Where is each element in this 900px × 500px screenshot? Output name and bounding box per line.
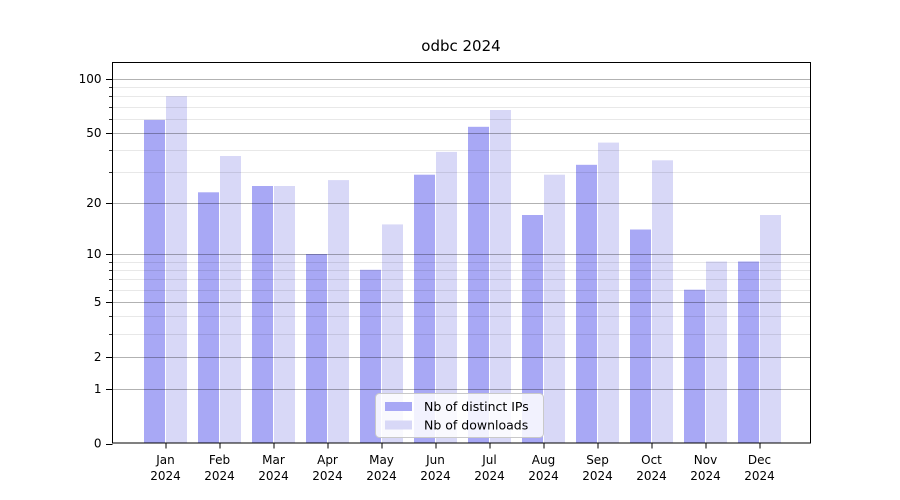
y-tick-label-20: 20 <box>86 196 101 210</box>
x-tick-label-jul: Jul <box>481 453 496 467</box>
bar-jun-series1 <box>436 151 457 443</box>
x-tick-label-year-jun: 2024 <box>420 469 451 483</box>
x-tick-label-year-oct: 2024 <box>636 469 667 483</box>
bar-may-series1 <box>382 224 403 443</box>
bar-oct-series1 <box>652 160 673 444</box>
bar-jul-series0 <box>468 126 489 444</box>
y-tick-label-1: 1 <box>94 382 102 396</box>
x-tick-label-year-aug: 2024 <box>528 469 559 483</box>
bar-aug-series0 <box>522 215 543 443</box>
plot-border <box>112 62 811 444</box>
y-tick-label-10: 10 <box>86 247 101 261</box>
x-tick-label-year-apr: 2024 <box>312 469 343 483</box>
bar-dec-series0 <box>738 261 759 443</box>
legend-label-distinct-ips: Nb of distinct IPs <box>424 399 529 414</box>
legend-swatch-distinct-ips <box>385 402 412 411</box>
x-tick-label-jan: Jan <box>155 453 175 467</box>
bar-nov-series0 <box>684 289 705 443</box>
y-tick-label-0: 0 <box>94 437 102 451</box>
bar-jul-series1 <box>490 110 511 443</box>
gridlines-layer <box>112 79 811 390</box>
x-tick-label-sep: Sep <box>586 453 609 467</box>
bar-aug-series1 <box>544 174 565 443</box>
x-tick-label-year-mar: 2024 <box>258 469 289 483</box>
bars-layer <box>144 96 781 444</box>
bar-apr-series0 <box>306 254 327 443</box>
legend-swatch-downloads <box>385 420 412 430</box>
axis-labels-layer: 0 1 2 5 10 20 50 100 Jan 2024 Feb 2024 Mar 2024 Apr 202… <box>79 72 775 483</box>
x-tick-label-year-jul: 2024 <box>474 469 505 483</box>
x-tick-label-nov: Nov <box>694 453 717 467</box>
x-tick-label-aug: Aug <box>532 453 555 467</box>
bar-sep-series0 <box>576 164 597 444</box>
bar-jan-series0 <box>144 119 165 444</box>
x-tick-label-year-feb: 2024 <box>204 469 235 483</box>
bar-apr-series1 <box>328 180 349 443</box>
bar-mar-series1 <box>274 186 295 443</box>
x-tick-label-mar: Mar <box>262 453 285 467</box>
bar-feb-series0 <box>198 192 219 443</box>
x-tick-label-year-jan: 2024 <box>150 469 181 483</box>
bar-mar-series0 <box>252 186 273 443</box>
x-tick-label-oct: Oct <box>641 453 662 467</box>
x-tick-label-dec: Dec <box>748 453 771 467</box>
legend-label-downloads: Nb of downloads <box>424 418 528 433</box>
legend: Nb of distinct IPs Nb of downloads <box>375 393 544 438</box>
x-tick-label-may: May <box>369 453 394 467</box>
x-tick-label-apr: Apr <box>317 453 338 467</box>
bar-dec-series1 <box>760 215 781 443</box>
x-tick-label-feb: Feb <box>209 453 230 467</box>
x-tick-label-jun: Jun <box>425 453 445 467</box>
y-tick-label-50: 50 <box>86 126 101 140</box>
x-tick-label-year-sep: 2024 <box>582 469 613 483</box>
chart-title: odbc 2024 <box>421 37 500 55</box>
bar-oct-series0 <box>630 229 651 443</box>
x-tick-label-year-dec: 2024 <box>744 469 775 483</box>
y-tick-label-2: 2 <box>94 350 102 364</box>
bar-nov-series1 <box>706 261 727 443</box>
axis-ticks-layer <box>106 79 761 449</box>
bar-sep-series1 <box>598 142 619 443</box>
bar-jun-series0 <box>414 174 435 443</box>
bar-jan-series1 <box>166 96 187 443</box>
bar-feb-series1 <box>220 156 241 443</box>
legend-box <box>375 393 544 438</box>
x-tick-label-year-nov: 2024 <box>690 469 721 483</box>
y-tick-label-5: 5 <box>94 295 102 309</box>
x-tick-label-year-may: 2024 <box>366 469 397 483</box>
y-tick-label-100: 100 <box>79 72 102 86</box>
